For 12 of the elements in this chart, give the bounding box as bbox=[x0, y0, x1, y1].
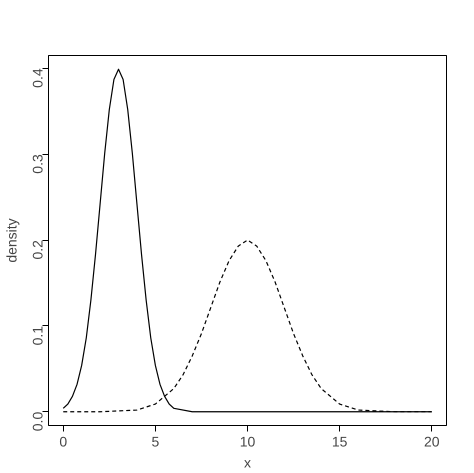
y-tick-label: 0.2 bbox=[30, 240, 46, 260]
x-tick-label: 0 bbox=[59, 434, 68, 450]
x-tick-label: 5 bbox=[151, 434, 160, 450]
x-axis-title: x bbox=[244, 454, 251, 470]
y-tick-label: 0.3 bbox=[30, 154, 46, 174]
x-tick-label: 15 bbox=[332, 434, 348, 450]
y-tick-label: 0.0 bbox=[30, 412, 46, 432]
y-axis-title: density bbox=[4, 218, 20, 263]
y-tick-label: 0.1 bbox=[30, 326, 46, 346]
y-tick-label: 0.4 bbox=[30, 68, 46, 88]
x-tick-label: 10 bbox=[240, 434, 256, 450]
x-tick-label: 20 bbox=[424, 434, 440, 450]
